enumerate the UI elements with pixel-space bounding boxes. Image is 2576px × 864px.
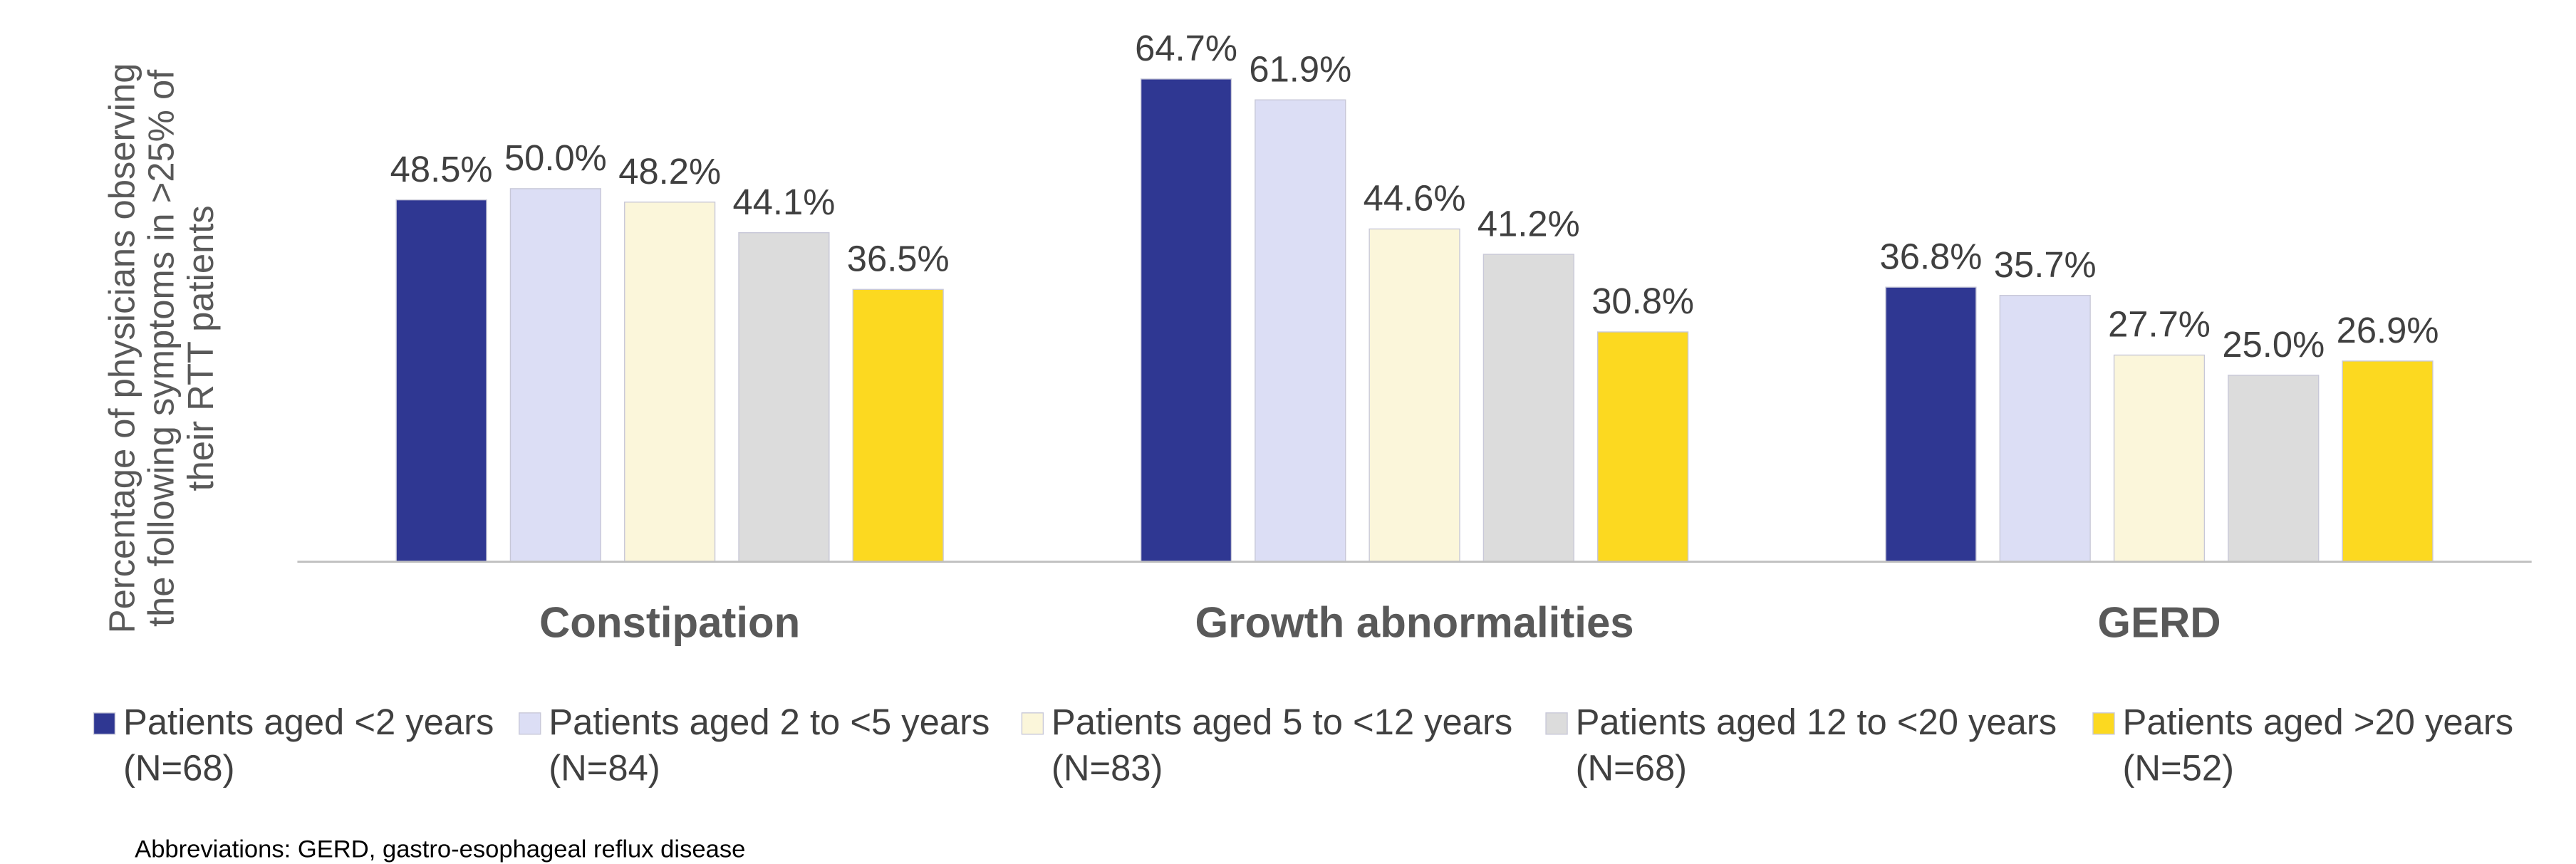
bar bbox=[2342, 360, 2434, 563]
legend-swatch bbox=[519, 712, 541, 735]
bar bbox=[1999, 294, 2091, 563]
value-label: 41.2% bbox=[1477, 203, 1580, 244]
legend-item: Patients aged >20 years (N=52) bbox=[2122, 701, 2514, 788]
value-label: 26.9% bbox=[2337, 310, 2439, 350]
legend-swatch bbox=[1021, 712, 1044, 735]
legend-swatch bbox=[1545, 712, 1568, 735]
x-tick-label: Constipation bbox=[539, 598, 800, 646]
bar bbox=[2113, 354, 2206, 563]
bar bbox=[2228, 375, 2320, 563]
value-label: 30.8% bbox=[1591, 281, 1694, 321]
bar bbox=[852, 288, 944, 563]
legend-swatch bbox=[93, 712, 116, 735]
y-axis-label-line: their RTT patients bbox=[180, 205, 221, 491]
value-label: 25.0% bbox=[2222, 324, 2325, 365]
value-label: 64.7% bbox=[1135, 28, 1237, 68]
value-label: 48.2% bbox=[618, 151, 721, 192]
x-tick-label: Growth abnormalities bbox=[1195, 598, 1634, 646]
legend-label: Patients aged <2 years (N=68) bbox=[123, 701, 494, 788]
value-label: 36.8% bbox=[1880, 236, 1983, 276]
value-label: 50.0% bbox=[504, 137, 607, 178]
y-axis-label-line: Percentage of physicians observing bbox=[102, 63, 142, 634]
value-label: 61.9% bbox=[1249, 48, 1351, 89]
legend-label: Patients aged 5 to <12 years (N=83) bbox=[1051, 701, 1513, 788]
legend-item: Patients aged 2 to <5 years (N=84) bbox=[549, 701, 990, 788]
bar bbox=[1255, 99, 1346, 563]
x-tick-label: GERD bbox=[2097, 598, 2221, 646]
value-label: 48.5% bbox=[390, 149, 493, 189]
value-label: 36.5% bbox=[847, 239, 950, 279]
legend-label: Patients aged >20 years (N=52) bbox=[2122, 701, 2514, 788]
bar bbox=[1368, 228, 1460, 563]
bar bbox=[1140, 78, 1232, 563]
bar bbox=[509, 188, 601, 563]
legend-item: Patients aged 5 to <12 years (N=83) bbox=[1051, 701, 1513, 788]
bar bbox=[1482, 254, 1574, 563]
value-label: 44.1% bbox=[733, 182, 836, 222]
bar bbox=[1885, 286, 1977, 563]
bar bbox=[624, 202, 716, 563]
legend-item: Patients aged 12 to <20 years (N=68) bbox=[1575, 701, 2057, 788]
legend-swatch bbox=[2092, 712, 2115, 735]
bar bbox=[395, 199, 487, 563]
y-axis-label-line: the following symptoms in >25% of bbox=[141, 69, 182, 627]
legend-label: Patients aged 2 to <5 years (N=84) bbox=[549, 701, 990, 788]
bar bbox=[738, 231, 830, 563]
value-label: 35.7% bbox=[1994, 244, 2097, 285]
value-label: 44.6% bbox=[1364, 178, 1466, 219]
y-axis-label: Percentage of physicians observingthe fo… bbox=[102, 63, 222, 634]
value-label: 27.7% bbox=[2108, 304, 2211, 345]
bar bbox=[1597, 331, 1689, 563]
legend-label: Patients aged 12 to <20 years (N=68) bbox=[1575, 701, 2057, 788]
legend-item: Patients aged <2 years (N=68) bbox=[123, 701, 494, 788]
footnote: Abbreviations: GERD, gastro-esophageal r… bbox=[135, 836, 745, 863]
